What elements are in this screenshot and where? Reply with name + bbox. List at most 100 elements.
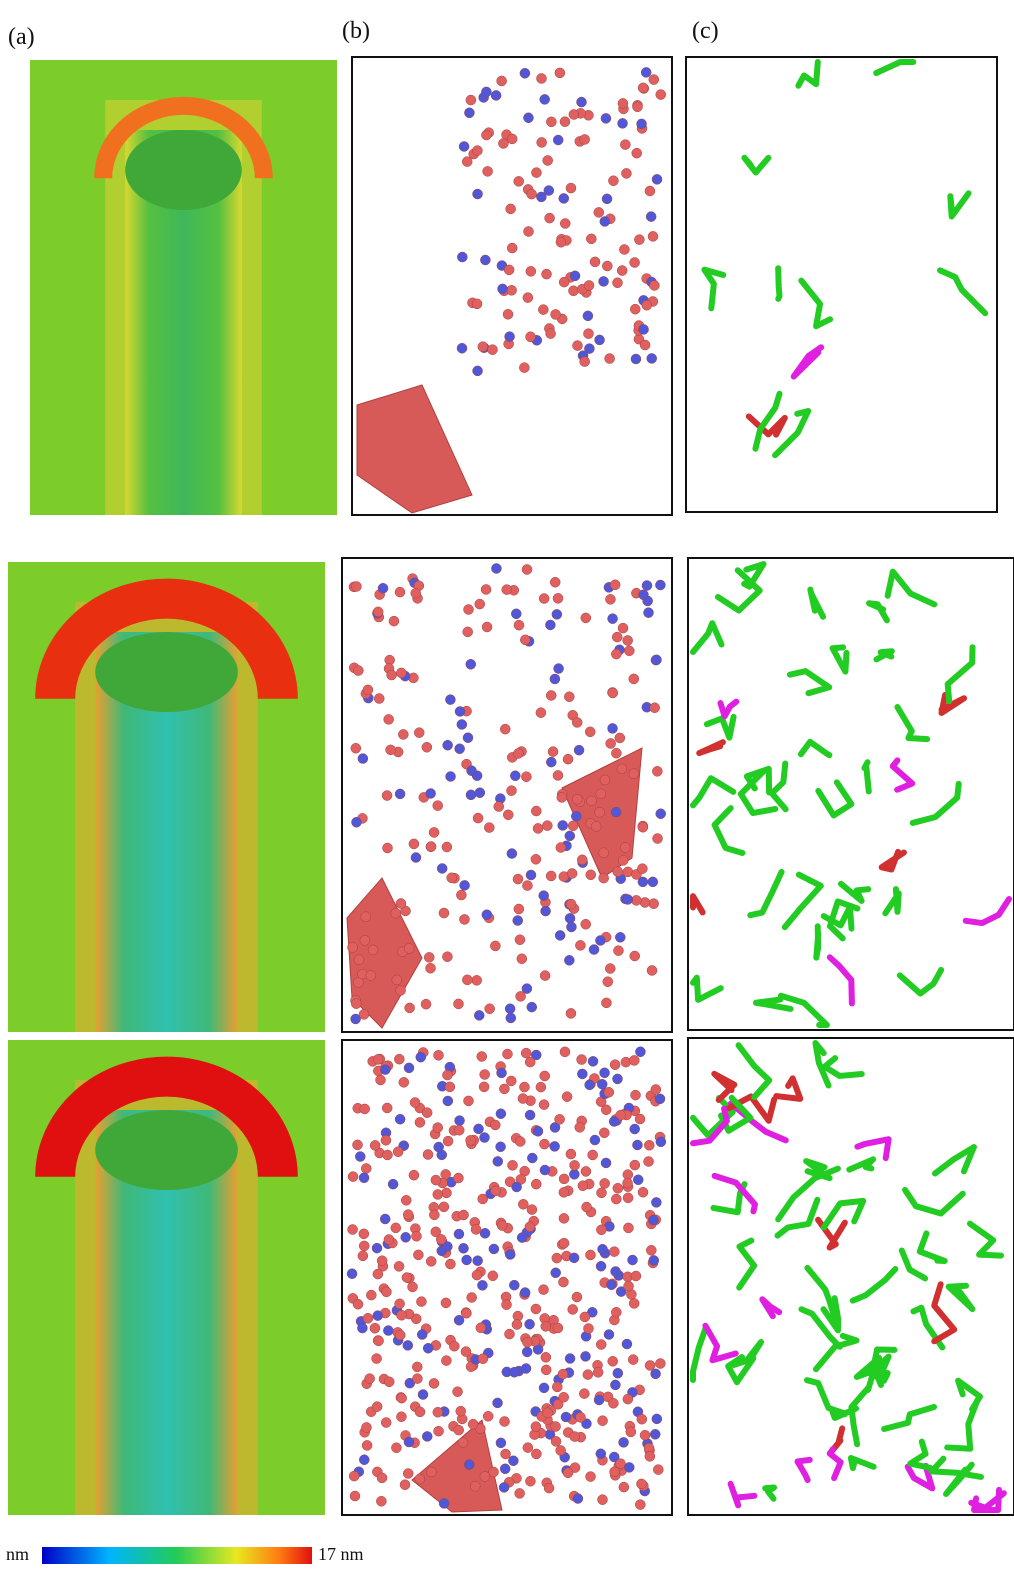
atom — [550, 674, 560, 684]
atom — [416, 1297, 426, 1307]
atom — [472, 146, 482, 156]
atom — [551, 1436, 561, 1446]
atom — [647, 353, 657, 363]
atom — [537, 137, 547, 147]
dislocation-line — [816, 926, 818, 957]
atom — [455, 744, 465, 754]
atom — [591, 821, 601, 831]
atom — [539, 1285, 549, 1295]
atom — [559, 277, 569, 287]
atom — [510, 771, 520, 781]
atom — [620, 842, 630, 852]
atom — [546, 117, 556, 127]
atom — [588, 1056, 598, 1066]
atom — [574, 745, 584, 755]
atom — [445, 695, 455, 705]
atom — [481, 130, 491, 140]
atom — [617, 266, 627, 276]
atom — [640, 1430, 650, 1440]
atom — [589, 945, 599, 955]
atom — [618, 623, 628, 633]
atom — [543, 155, 553, 165]
atom — [553, 135, 563, 145]
atom — [415, 1407, 425, 1417]
atom — [640, 340, 650, 350]
atom — [647, 965, 657, 975]
atom — [499, 1084, 509, 1094]
atom — [391, 908, 401, 918]
atom — [631, 354, 641, 364]
atom — [396, 1412, 406, 1422]
atom — [575, 940, 585, 950]
atom — [605, 594, 615, 604]
atom — [533, 823, 543, 833]
atom — [521, 1364, 531, 1374]
atom — [599, 848, 609, 858]
atom — [619, 1437, 629, 1447]
atom — [409, 1170, 419, 1180]
atom — [585, 727, 595, 737]
atom — [646, 212, 656, 222]
atom — [656, 90, 666, 100]
atom — [474, 1010, 484, 1020]
atom — [583, 311, 593, 321]
atom — [349, 1471, 359, 1481]
atom — [584, 280, 594, 290]
atom — [493, 1398, 503, 1408]
atom — [441, 1356, 451, 1366]
atom — [551, 1422, 561, 1432]
atom — [581, 613, 591, 623]
atom — [504, 265, 514, 275]
atom — [609, 1247, 619, 1257]
atom — [360, 935, 370, 945]
atom — [359, 1455, 369, 1465]
atom — [513, 748, 523, 758]
atom — [381, 1418, 391, 1428]
atom — [373, 607, 383, 617]
atom — [635, 1114, 645, 1124]
atom — [483, 166, 493, 176]
atom — [491, 1186, 501, 1196]
atom — [585, 1250, 595, 1260]
atom — [642, 581, 652, 591]
atom — [409, 839, 419, 849]
atom — [597, 1495, 607, 1505]
atom — [600, 775, 610, 785]
atom — [483, 1411, 493, 1421]
atom — [395, 1114, 405, 1124]
atom — [471, 1224, 481, 1234]
atom — [443, 740, 453, 750]
atom — [646, 1245, 656, 1255]
atom — [624, 1281, 634, 1291]
atom — [548, 747, 558, 757]
atom — [525, 1110, 535, 1120]
atom — [601, 1158, 611, 1168]
atom — [612, 278, 622, 288]
atom — [479, 1133, 489, 1143]
atom — [613, 946, 623, 956]
atom — [468, 1419, 478, 1429]
atom — [597, 1188, 607, 1198]
atom — [485, 1004, 495, 1014]
atom — [653, 834, 663, 844]
atom — [606, 738, 616, 748]
atom — [552, 609, 562, 619]
atom — [633, 1175, 643, 1185]
atom — [635, 1500, 645, 1510]
atom — [540, 1071, 550, 1081]
atom — [611, 1194, 621, 1204]
atom — [611, 1266, 621, 1276]
atom — [637, 119, 647, 129]
atom — [523, 113, 533, 123]
atom — [382, 843, 392, 853]
atom — [496, 1109, 506, 1119]
atom — [544, 1483, 554, 1493]
atom — [522, 564, 532, 574]
atom — [527, 1153, 537, 1163]
atom — [615, 733, 625, 743]
atom — [503, 309, 513, 319]
atom — [545, 620, 555, 630]
atom — [487, 345, 497, 355]
atom — [636, 1479, 646, 1489]
atom — [376, 1496, 386, 1506]
